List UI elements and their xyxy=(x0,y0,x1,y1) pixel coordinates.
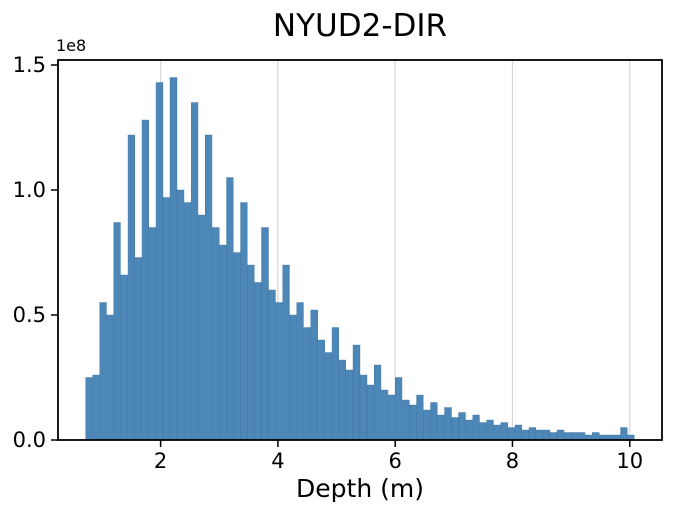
histogram-bar xyxy=(542,429,551,441)
histogram-bar xyxy=(303,327,312,441)
histogram-bar xyxy=(465,419,473,441)
histogram-bar xyxy=(359,374,368,441)
histogram-bar xyxy=(155,82,164,441)
x-tick-label: 4 xyxy=(271,449,284,473)
histogram-bar xyxy=(176,189,185,441)
histogram-bar xyxy=(394,377,403,441)
histogram-bar xyxy=(141,119,150,441)
histogram-bar xyxy=(218,244,227,441)
histogram-bar xyxy=(493,424,502,441)
histogram-bar xyxy=(620,427,628,441)
histogram-bar xyxy=(507,427,516,441)
histogram-bar xyxy=(500,422,509,441)
histogram-bar xyxy=(183,202,192,441)
histogram-bar xyxy=(225,177,234,441)
histogram-bar xyxy=(190,102,199,441)
histogram-bar xyxy=(338,359,347,441)
plot-border xyxy=(57,59,663,441)
histogram-bar xyxy=(380,389,389,441)
x-tick-label: 10 xyxy=(616,449,643,473)
histogram-bar xyxy=(254,282,262,441)
histogram-bar xyxy=(577,432,586,441)
histogram-bar xyxy=(204,134,213,441)
y-tick-label: 0.0 xyxy=(13,428,46,452)
histogram-bar xyxy=(458,412,466,441)
histogram-bar xyxy=(423,409,431,441)
histogram-bar xyxy=(486,419,495,441)
y-tick-label: 1.0 xyxy=(13,178,46,202)
histogram-bar xyxy=(401,399,410,441)
histogram-bar xyxy=(415,394,424,441)
histogram-bar xyxy=(240,202,248,441)
histogram-bar xyxy=(444,407,452,441)
histogram-bar xyxy=(479,422,487,441)
histogram-bar xyxy=(430,402,438,441)
x-axis-label: Depth (m) xyxy=(296,474,424,503)
histogram-bar xyxy=(352,344,361,441)
histogram-bar xyxy=(345,369,354,441)
y-tick-label: 0.5 xyxy=(13,303,46,327)
histogram-bar xyxy=(549,432,558,441)
histogram-bar xyxy=(282,264,290,441)
histogram-bar xyxy=(324,352,333,441)
histogram-bar xyxy=(120,274,129,441)
histogram-bar xyxy=(472,414,480,441)
histogram-bar xyxy=(408,404,417,441)
histogram-bar xyxy=(373,364,382,441)
histogram-bar xyxy=(211,227,220,441)
histogram-bar xyxy=(106,314,115,441)
histogram-bar xyxy=(169,77,178,441)
histogram-bar xyxy=(233,252,241,441)
x-tick-label: 2 xyxy=(154,449,167,473)
chart-title: NYUD2-DIR xyxy=(272,8,448,44)
histogram-bar xyxy=(591,432,600,441)
histogram-bar xyxy=(556,429,565,441)
histogram-bar xyxy=(514,424,523,441)
histogram-bar xyxy=(99,302,107,441)
histogram-bar xyxy=(528,427,537,441)
histogram-bar xyxy=(331,327,340,441)
histogram-bar xyxy=(366,384,375,441)
y-axis-offset-label: 1e8 xyxy=(56,36,87,55)
histogram-bar xyxy=(247,264,255,441)
histogram-bar xyxy=(521,429,530,441)
histogram-bar xyxy=(148,227,157,441)
histogram-bar xyxy=(162,197,171,441)
histogram-bar xyxy=(570,432,579,441)
histogram-bar xyxy=(275,302,283,441)
x-tick-label: 6 xyxy=(388,449,401,473)
histogram-bar xyxy=(451,417,459,441)
histogram-bar xyxy=(296,302,305,441)
y-tick-label: 1.5 xyxy=(13,53,46,77)
histogram-bar xyxy=(317,339,326,441)
histogram-bar xyxy=(113,222,122,441)
histogram-bar xyxy=(92,374,100,441)
histogram-bar xyxy=(437,414,445,441)
histogram-bar xyxy=(261,227,269,441)
x-tick-label: 8 xyxy=(506,449,519,473)
histogram-bar xyxy=(268,289,276,441)
histogram-bar xyxy=(289,314,297,441)
histogram-bar xyxy=(127,134,136,441)
histogram-bar xyxy=(387,394,396,441)
histogram-bar xyxy=(563,432,572,441)
histogram-bar xyxy=(535,429,544,441)
histogram-bar xyxy=(134,257,143,441)
histogram-bar xyxy=(197,214,206,441)
histogram-bar xyxy=(310,309,319,441)
histogram-bar xyxy=(85,377,93,441)
